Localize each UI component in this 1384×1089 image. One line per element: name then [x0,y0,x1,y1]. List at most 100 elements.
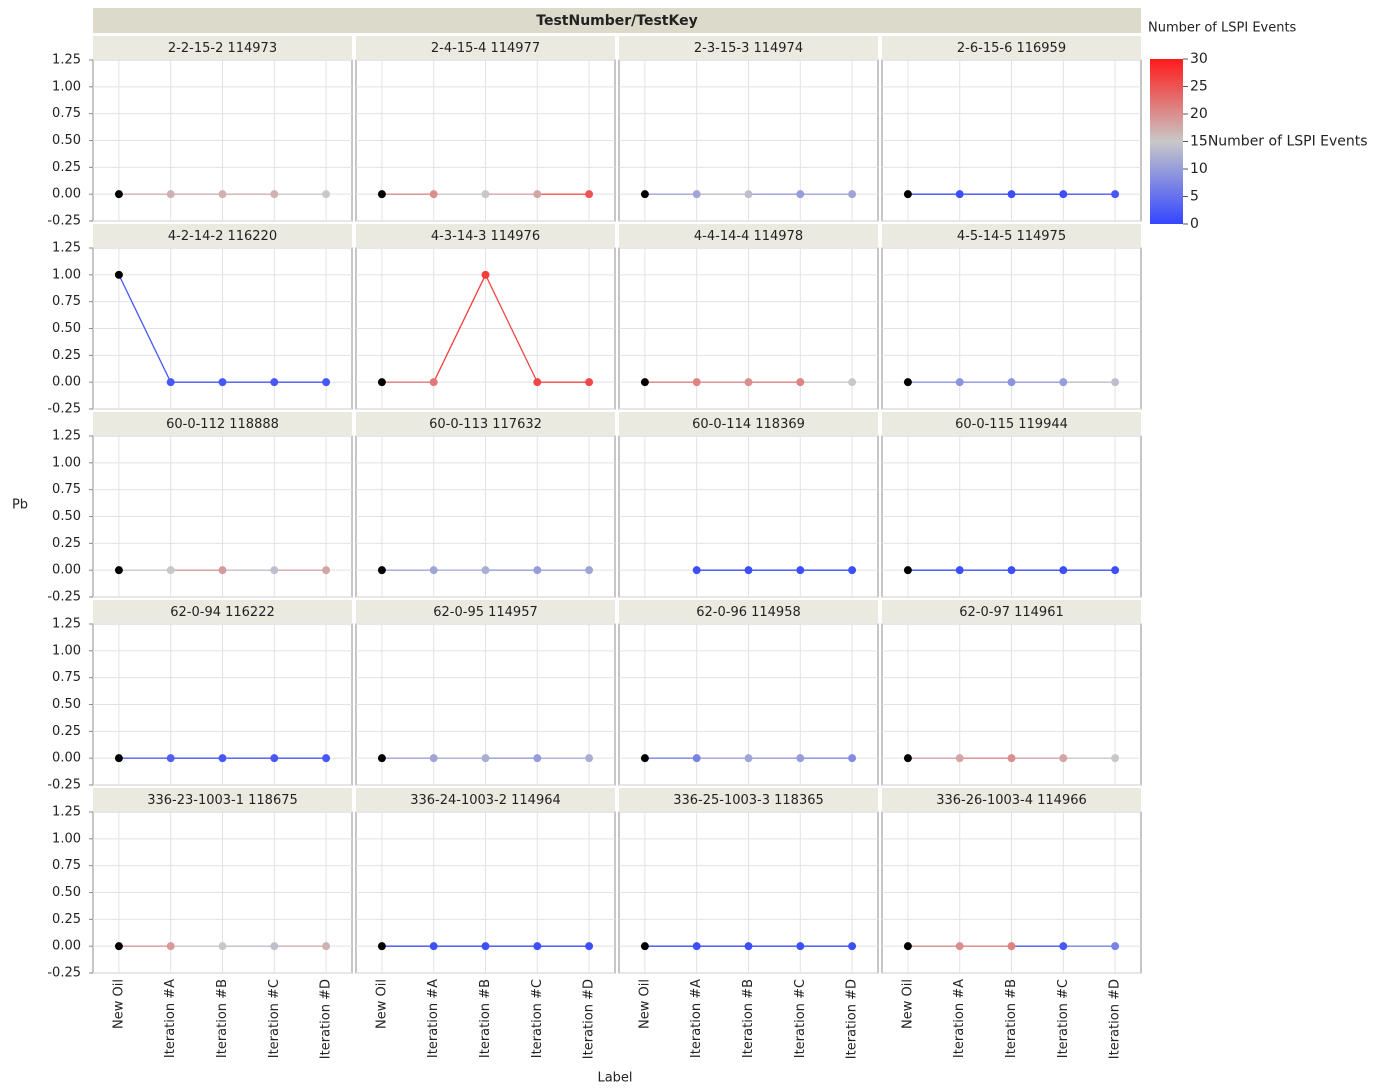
panel-title: 60-0-112 118888 [166,417,279,432]
panel-title: 60-0-113 117632 [429,417,542,432]
panel-title-bar [93,412,352,435]
x-tick-label: Iteration #D [582,979,597,1059]
point [270,378,279,387]
point [796,566,805,575]
line-segment [484,274,538,383]
y-tick-label: 0.00 [52,563,81,578]
legend-tick-label: 20 [1190,106,1208,122]
legend-tick-label: 30 [1190,51,1208,67]
panel-title: 62-0-94 116222 [170,605,275,620]
point [377,754,386,763]
y-tick-label: 0.25 [52,160,81,175]
legend-tick-label: 10 [1190,161,1208,177]
x-tick-label: Iteration #A [689,979,704,1058]
point [955,378,964,387]
point [270,754,279,763]
point [640,754,649,763]
chart-title: TestNumber/TestKey [536,13,697,29]
point [322,942,331,951]
point [744,190,753,199]
y-tick-label: 1.25 [52,53,81,68]
y-tick-label: -0.25 [47,402,81,417]
x-tick-label: Iteration #C [267,979,282,1058]
panel-title: 2-6-15-6 116959 [957,41,1066,56]
point [270,942,279,951]
point [955,754,964,763]
panel-title-bar [93,224,352,247]
point [481,566,490,575]
panel-title: 2-4-15-4 114977 [431,41,540,56]
point [533,190,542,199]
x-tick-label: Iteration #A [163,979,178,1058]
color-bar [1150,59,1183,224]
point [1111,942,1120,951]
point [533,754,542,763]
x-tick-label: New Oil [637,979,652,1029]
point [377,566,386,575]
colorbar-label: Number of LSPI Events [1208,134,1368,150]
panel-title-bar [619,788,878,811]
point [848,566,857,575]
x-tick-label: New Oil [374,979,389,1029]
x-tick-label: Iteration #D [845,979,860,1059]
y-tick-label: -0.25 [47,966,81,981]
y-tick-label: 1.25 [52,429,81,444]
panel-title-bar [93,36,352,59]
point [322,566,331,575]
y-axis-label: Pb [12,498,28,513]
point [533,378,542,387]
point [166,942,175,951]
panel-title: 4-3-14-3 114976 [431,229,540,244]
panel-title: 4-2-14-2 116220 [168,229,277,244]
y-tick-label: 0.00 [52,375,81,390]
panel-title-bar [93,600,352,623]
point [1059,942,1068,951]
point [1007,378,1016,387]
panel-title: 62-0-95 114957 [433,605,538,620]
y-tick-label: 0.50 [52,885,81,900]
y-tick-label: 1.00 [52,831,81,846]
x-tick-label: Iteration #B [215,979,230,1058]
point [1007,190,1016,199]
point [533,942,542,951]
legend-title: Number of LSPI Events [1148,21,1297,36]
point [114,942,123,951]
point [1111,566,1120,575]
panel-title-bar [619,412,878,435]
panel-title-bar [356,600,615,623]
x-axis-label: Label [597,1071,632,1086]
y-tick-label: 0.25 [52,348,81,363]
point [1111,190,1120,199]
y-tick-label: -0.25 [47,778,81,793]
panel-title-bar [619,600,878,623]
point [322,190,331,199]
y-tick-label: 0.75 [52,670,81,685]
panel-title-bar [882,36,1141,59]
point [429,190,438,199]
panel-title: 2-2-15-2 114973 [168,41,277,56]
point [585,190,594,199]
point [1059,754,1068,763]
point [848,754,857,763]
x-tick-label: New Oil [111,979,126,1029]
header-bar [93,8,1141,33]
point [377,942,386,951]
y-tick-label: 0.50 [52,697,81,712]
y-tick-label: 0.50 [52,133,81,148]
point [692,942,701,951]
point [481,942,490,951]
point [1007,566,1016,575]
point [692,190,701,199]
point [481,190,490,199]
point [166,378,175,387]
x-tick-label: Iteration #C [793,979,808,1058]
y-tick-label: 0.00 [52,187,81,202]
point [848,378,857,387]
point [218,378,227,387]
panel-title: 336-23-1003-1 118675 [147,793,298,808]
panel-title: 336-25-1003-3 118365 [673,793,824,808]
panel-title: 336-26-1003-4 114966 [936,793,1087,808]
point [429,754,438,763]
line-segment [433,274,487,383]
point [744,378,753,387]
